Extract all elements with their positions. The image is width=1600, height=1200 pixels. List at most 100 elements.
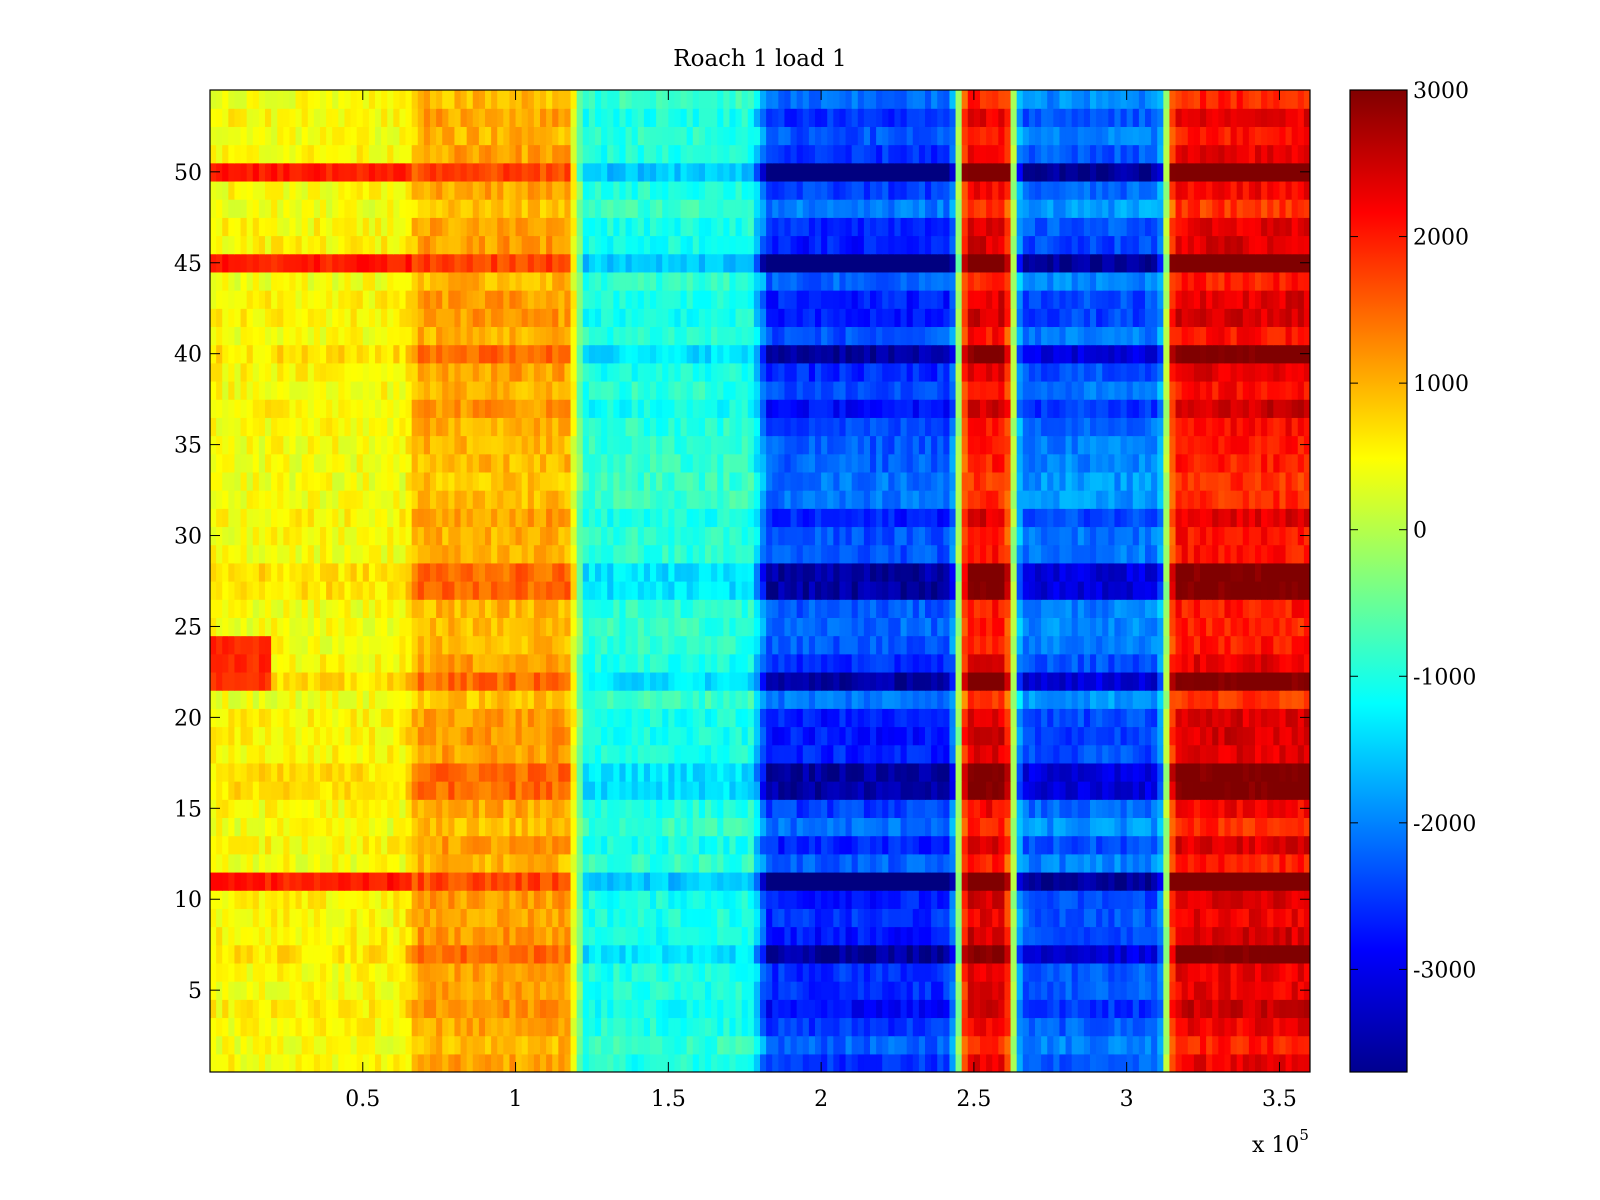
heatmap-cell	[778, 1017, 786, 1037]
heatmap-cell	[576, 562, 584, 582]
heatmap-cell	[301, 890, 309, 909]
heatmap-cell	[1261, 1017, 1268, 1037]
heatmap-cell	[1120, 671, 1128, 691]
heatmap-cell	[509, 962, 517, 982]
heatmap-cell	[900, 599, 908, 618]
heatmap-cell	[258, 799, 266, 819]
heatmap-cell	[900, 690, 908, 709]
heatmap-cell	[668, 799, 676, 819]
heatmap-cell	[1041, 635, 1048, 655]
heatmap-cells	[210, 90, 1310, 1072]
heatmap-cell	[1163, 926, 1171, 946]
heatmap-cell	[674, 744, 682, 764]
heatmap-cell	[582, 999, 590, 1019]
heatmap-cell	[283, 853, 291, 873]
heatmap-cell	[961, 581, 969, 600]
heatmap-cell	[796, 762, 804, 782]
heatmap-cell	[423, 690, 431, 709]
heatmap-cell	[430, 762, 437, 782]
heatmap-cell	[906, 635, 914, 655]
heatmap-cell	[888, 708, 896, 728]
heatmap-cell	[1248, 599, 1256, 618]
heatmap-cell	[350, 871, 358, 891]
heatmap-cell	[1157, 835, 1164, 855]
heatmap-cell	[1145, 962, 1152, 982]
heatmap-cell	[466, 744, 474, 764]
heatmap-cell	[906, 1035, 914, 1055]
heatmap-cell	[252, 999, 260, 1019]
heatmap-cell	[411, 835, 419, 855]
heatmap-cell	[949, 799, 957, 819]
heatmap-cell	[888, 981, 896, 1000]
heatmap-cell	[289, 635, 297, 655]
heatmap-cell	[1041, 962, 1048, 982]
heatmap-cell	[1285, 744, 1293, 764]
heatmap-cell	[1236, 671, 1244, 691]
heatmap-cell	[466, 671, 474, 691]
heatmap-cell	[1102, 1053, 1109, 1072]
heatmap-cell	[283, 981, 291, 1000]
heatmap-cell	[289, 999, 297, 1019]
heatmap-cell	[863, 999, 871, 1019]
heatmap-cell	[1224, 581, 1232, 600]
heatmap-cell	[448, 581, 456, 600]
heatmap-cell	[265, 562, 272, 582]
heatmap-cell	[729, 744, 737, 764]
heatmap-cell	[552, 1053, 559, 1072]
heatmap-cell	[210, 908, 217, 928]
heatmap-cell	[399, 781, 407, 800]
heatmap-cell	[711, 890, 718, 909]
heatmap-cell	[980, 799, 987, 819]
heatmap-cell	[1102, 726, 1109, 746]
heatmap-cell	[833, 635, 841, 655]
heatmap-cell	[576, 599, 584, 618]
heatmap-cell	[362, 726, 370, 746]
heatmap-cell	[882, 708, 889, 728]
heatmap-cell	[411, 944, 419, 964]
heatmap-cell	[833, 690, 841, 709]
heatmap-cell	[998, 853, 1006, 873]
heatmap-cell	[967, 981, 975, 1000]
heatmap-cell	[686, 708, 694, 728]
heatmap-cell	[393, 653, 401, 673]
heatmap-cell	[313, 726, 321, 746]
heatmap-cell	[931, 653, 938, 673]
heatmap-cell	[955, 1053, 963, 1072]
heatmap-cell	[399, 1053, 407, 1072]
heatmap-cell	[478, 581, 486, 600]
heatmap-cell	[576, 1017, 584, 1037]
heatmap-cell	[1102, 1035, 1109, 1055]
heatmap-cell	[631, 999, 639, 1019]
heatmap-cell	[1291, 926, 1299, 946]
heatmap-cell	[1163, 617, 1171, 637]
heatmap-cell	[857, 726, 865, 746]
heatmap-cell	[760, 671, 767, 691]
heatmap-cell	[277, 635, 284, 655]
heatmap-cell	[411, 599, 419, 618]
heatmap-cell	[778, 617, 786, 637]
heatmap-cell	[998, 944, 1006, 964]
heatmap-cell	[1004, 835, 1012, 855]
heatmap-cell	[582, 871, 590, 891]
heatmap-cell	[1212, 908, 1219, 928]
heatmap-cell	[540, 781, 547, 800]
heatmap-cell	[1083, 835, 1091, 855]
heatmap-cell	[1218, 762, 1226, 782]
heatmap-cell	[222, 781, 229, 800]
heatmap-cell	[1236, 617, 1244, 637]
heatmap-cell	[405, 962, 413, 982]
heatmap-cell	[540, 890, 547, 909]
heatmap-cell	[258, 944, 266, 964]
heatmap-cell	[588, 908, 596, 928]
heatmap-cell	[1236, 817, 1244, 837]
heatmap-cell	[1206, 635, 1213, 655]
heatmap-cell	[277, 799, 284, 819]
heatmap-cell	[258, 653, 266, 673]
heatmap-cell	[1132, 653, 1140, 673]
heatmap-cell	[228, 726, 236, 746]
heatmap-cell	[1028, 908, 1036, 928]
heatmap-cell	[637, 653, 645, 673]
heatmap-cell	[980, 781, 987, 800]
heatmap-cell	[1028, 744, 1036, 764]
heatmap-cell	[540, 799, 547, 819]
